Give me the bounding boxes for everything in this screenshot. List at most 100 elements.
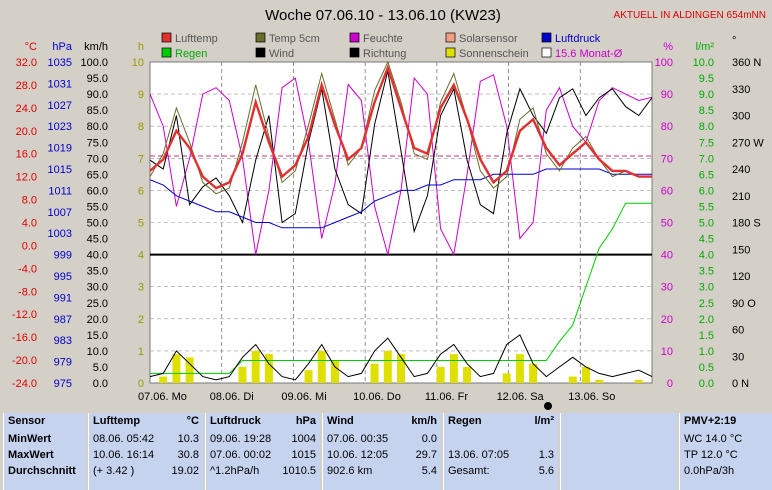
stats-regen-total-value: 5.6 [538,465,554,477]
stats-lufttemp-title: Lufttemp [93,415,141,427]
tick-wind: 45.0 [87,234,108,246]
tick-wind: 5.0 [93,362,108,374]
tick-pressure: 999 [54,250,72,262]
series-line-luftdruck [149,168,652,229]
series-line-lufttemp [149,64,652,190]
tick-pressure: 983 [54,335,72,347]
stats-wind-min-value: 0.0 [421,433,437,445]
tick-pressure: 1031 [48,78,72,90]
sunshine-bar [172,354,181,383]
stats-luftdruck-unit: hPa [295,415,316,427]
tick-humidity: 80 [661,121,673,133]
tick-wind: 90.0 [87,89,108,101]
axis-label-humidity: % [663,41,673,53]
stats-sensor-column: Sensor MinWert MaxWert Durchschnitt [3,413,86,490]
time-marker-icon [544,402,552,410]
tick-direction: 90 O [732,298,756,310]
stats-pmv-windchill: WC 14.0 °C [684,433,743,445]
tick-rain: 1.0 [699,346,714,358]
legend-label-2: Feuchte [363,33,403,45]
axis-label-wind: km/h [84,41,108,53]
tick-rain: 8.5 [699,105,714,117]
sunshine-bar [449,354,458,383]
sunshine-bar [529,363,538,383]
stats-luftdruck-min-value: 1004 [291,433,316,445]
tick-temp: 20.0 [16,126,37,138]
stats-sensor-title: Sensor [8,415,46,427]
tick-rain: 5.0 [699,218,714,230]
stats-luftdruck-trend: ^1.2hPa/h [210,465,260,477]
tick-temp: -8.0 [18,286,37,298]
sunshine-bar [502,373,511,383]
tick-pressure: 1023 [48,121,72,133]
tick-rain: 3.0 [699,282,714,294]
tick-temp: 12.0 [16,172,37,184]
tick-sun: 9 [138,89,144,101]
sunshine-bar [251,350,260,383]
weather-chart: Woche 07.06.10 - 13.06.10 (KW23) AKTUELL … [11,7,766,410]
legend-label-6: Wind [269,48,294,60]
x-tick-label: 08.06. Di [210,391,254,403]
tick-direction: 180 S [732,218,761,230]
tick-direction: 330 [732,84,750,96]
tick-direction: 120 [732,271,750,283]
tick-rain: 4.5 [699,234,714,246]
stats-regen-column: Regen l/m² 13.06. 07:05 1.3 Gesamt: 5.6 [443,413,558,490]
tick-wind: 30.0 [87,282,108,294]
tick-temp: 28.0 [16,80,37,92]
tick-rain: 1.5 [699,330,714,342]
sunshine-bar [330,360,339,383]
stats-lufttemp-unit: °C [186,415,199,427]
tick-rain: 2.5 [699,298,714,310]
sunshine-bar [264,354,273,383]
tick-sun: 0 [138,378,144,390]
stats-luftdruck-max-time: 07.06. 00:02 [210,449,272,461]
tick-sun: 6 [138,185,144,197]
tick-sun: 10 [132,57,144,69]
tick-wind: 75.0 [87,137,108,149]
tick-temp: -20.0 [12,355,37,367]
tick-rain: 9.0 [699,89,714,101]
tick-rain: 7.0 [699,153,714,165]
series-line-regen [150,202,652,374]
tick-wind: 15.0 [87,330,108,342]
stats-regen-total-label: Gesamt: [448,465,490,477]
tick-wind: 25.0 [87,298,108,310]
tick-pressure: 1015 [48,164,72,176]
tick-temp: 24.0 [16,103,37,115]
tick-direction: 30 [732,351,744,363]
legend-swatch-9 [541,47,552,58]
sunshine-bar [397,354,405,383]
tick-temp: 16.0 [16,149,37,161]
stats-regen-unit: l/m² [534,415,554,427]
tick-pressure: 975 [54,378,72,390]
axis-label-sun: h [138,41,144,53]
legend-swatch-6 [255,47,266,58]
tick-temp: -12.0 [12,309,37,321]
stats-luftdruck-min-time: 09.06. 19:28 [210,433,272,445]
tick-direction: 360 N [732,57,761,69]
stats-lufttemp-avg-value: 19.02 [171,465,199,477]
tick-direction: 300 [732,111,750,123]
tick-rain: 4.0 [699,250,714,262]
stats-wind-min-time: 07.06. 00:35 [327,433,389,445]
tick-rain: 6.0 [699,185,714,197]
tick-humidity: 60 [661,185,673,197]
tick-wind: 60.0 [87,185,108,197]
tick-pressure: 1035 [48,57,72,69]
sunshine-bar [185,357,194,383]
tick-pressure: 1027 [48,100,72,112]
legend-label-3: Solarsensor [459,33,518,45]
tick-wind: 40.0 [87,250,108,262]
tick-rain: 6.5 [699,169,714,181]
series-line-richtung [149,70,653,234]
tick-wind: 100.0 [80,57,108,69]
tick-humidity: 70 [661,153,673,165]
stats-regen-title: Regen [448,415,482,427]
stats-wind-distance: 902.6 km [327,465,373,477]
x-tick-label: 09.06. Mi [281,391,326,403]
tick-temp: -4.0 [18,263,37,275]
legend-swatch-4 [541,32,552,43]
stats-lufttemp-max-time: 10.06. 16:14 [93,449,155,461]
tick-rain: 9.5 [699,73,714,85]
